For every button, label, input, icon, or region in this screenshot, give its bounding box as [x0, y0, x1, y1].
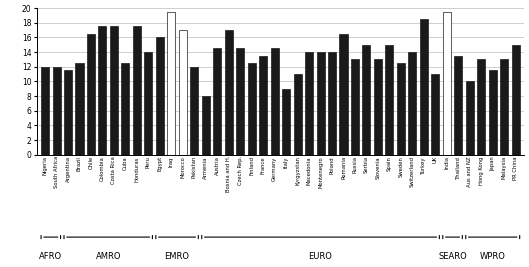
Bar — [431, 74, 440, 155]
Bar — [328, 52, 336, 155]
Bar — [466, 81, 474, 155]
Bar — [282, 89, 290, 155]
Bar — [156, 37, 164, 155]
Bar — [374, 60, 382, 155]
Bar — [420, 19, 428, 155]
Bar — [500, 60, 508, 155]
Bar — [271, 48, 279, 155]
Bar — [190, 67, 198, 155]
Bar — [386, 45, 394, 155]
Bar — [512, 45, 519, 155]
Bar — [213, 48, 221, 155]
Bar — [87, 34, 95, 155]
Bar — [179, 30, 187, 155]
Bar — [167, 12, 175, 155]
Text: EMRO: EMRO — [165, 252, 189, 261]
Bar — [443, 12, 451, 155]
Bar — [202, 96, 210, 155]
Bar — [362, 45, 370, 155]
Bar — [41, 67, 49, 155]
Text: AMRO: AMRO — [95, 252, 121, 261]
Text: EURO: EURO — [308, 252, 333, 261]
Bar — [408, 52, 416, 155]
Bar — [248, 63, 256, 155]
Bar — [64, 70, 72, 155]
Bar — [305, 52, 313, 155]
Bar — [225, 30, 233, 155]
Bar — [489, 70, 497, 155]
Bar — [133, 26, 141, 155]
Bar — [294, 74, 302, 155]
Bar — [110, 26, 118, 155]
Bar — [144, 52, 152, 155]
Bar — [397, 63, 405, 155]
Bar — [121, 63, 130, 155]
Text: AFRO: AFRO — [39, 252, 62, 261]
Bar — [351, 60, 359, 155]
Bar — [76, 63, 84, 155]
Text: WPRO: WPRO — [480, 252, 506, 261]
Bar — [316, 52, 325, 155]
Bar — [340, 34, 348, 155]
Bar — [259, 56, 267, 155]
Bar — [52, 67, 60, 155]
Bar — [98, 26, 106, 155]
Bar — [236, 48, 244, 155]
Bar — [477, 60, 485, 155]
Bar — [454, 56, 462, 155]
Text: SEARO: SEARO — [438, 252, 467, 261]
